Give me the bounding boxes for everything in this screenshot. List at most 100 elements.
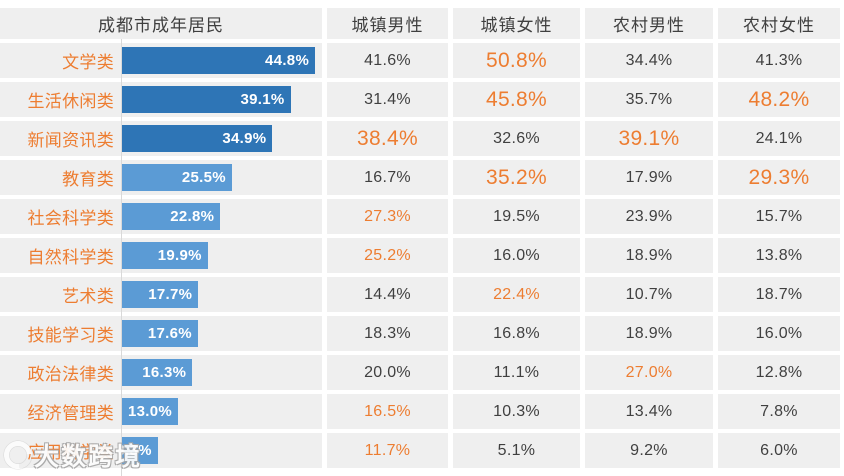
bar: 17.7% <box>122 281 199 308</box>
value-cell: 35.7% <box>585 82 713 117</box>
chart-cell: 政治法律类 16.3% <box>0 355 322 390</box>
chart-cell: 艺术类 17.7% <box>0 277 322 312</box>
category-label: 技能学习类 <box>27 326 114 345</box>
table-row: 文学类 44.8% 41.6% 50.8% 34.4% 41.3% <box>0 43 844 78</box>
table-row: 艺术类 17.7% 14.4% 22.4% 10.7% 18.7% <box>0 277 844 312</box>
value-cell: 48.2% <box>718 82 840 117</box>
value-cell: 7.8% <box>718 394 840 429</box>
value-cell: 27.3% <box>327 199 448 234</box>
value-cell: 23.9% <box>585 199 713 234</box>
value-cell: 11.7% <box>327 433 448 468</box>
table-row: 政治法律类 16.3% 20.0% 11.1% 27.0% 12.8% <box>0 355 844 390</box>
chart-cell: 自然科学类 19.9% <box>0 238 322 273</box>
value-cell: 39.1% <box>585 121 713 156</box>
category-label: 经济管理类 <box>27 404 114 423</box>
value-cell: 25.2% <box>327 238 448 273</box>
bar: 34.9% <box>122 125 273 152</box>
header-urban-male: 城镇男性 <box>327 8 448 39</box>
value-cell: 34.4% <box>585 43 713 78</box>
value-cell: 35.2% <box>453 160 580 195</box>
header-row: 成都市成年居民 城镇男性 城镇女性 农村男性 农村女性 <box>0 8 844 39</box>
category-label: 文学类 <box>62 53 114 72</box>
category-label: 政治法律类 <box>27 365 114 384</box>
table-row: 社会科学类 22.8% 27.3% 19.5% 23.9% 15.7% <box>0 199 844 234</box>
crescent-icon <box>0 435 38 475</box>
chart-cell: 新闻资讯类 34.9% <box>0 121 322 156</box>
value-cell: 18.3% <box>327 316 448 351</box>
value-cell: 41.3% <box>718 43 840 78</box>
value-cell: 13.8% <box>718 238 840 273</box>
bar: 39.1% <box>122 86 291 113</box>
value-cell: 10.3% <box>453 394 580 429</box>
table-row: 新闻资讯类 34.9% 38.4% 32.6% 39.1% 24.1% <box>0 121 844 156</box>
value-cell: 6.0% <box>718 433 840 468</box>
table-body: 文学类 44.8% 41.6% 50.8% 34.4% 41.3% 生活休闲类 39.1% 31… <box>0 43 844 468</box>
value-cell: 11.1% <box>453 355 580 390</box>
value-cell: 31.4% <box>327 82 448 117</box>
value-cell: 24.1% <box>718 121 840 156</box>
bar: 13.0% <box>122 398 178 425</box>
value-cell: 16.0% <box>453 238 580 273</box>
value-cell: 18.9% <box>585 316 713 351</box>
value-cell: 19.5% <box>453 199 580 234</box>
header-rural-male: 农村男性 <box>585 8 713 39</box>
value-cell: 10.7% <box>585 277 713 312</box>
watermark-text: 大数跨境 <box>34 443 143 471</box>
bar: 25.5% <box>122 164 232 191</box>
bar: 19.9% <box>122 242 208 269</box>
chart-cell: 技能学习类 17.6% <box>0 316 322 351</box>
value-cell: 16.7% <box>327 160 448 195</box>
value-cell: 50.8% <box>453 43 580 78</box>
value-cell: 45.8% <box>453 82 580 117</box>
chart-cell: 生活休闲类 39.1% <box>0 82 322 117</box>
value-cell: 16.8% <box>453 316 580 351</box>
chart-cell: 教育类 25.5% <box>0 160 322 195</box>
chart-cell: 文学类 44.8% <box>0 43 322 78</box>
table-row: 经济管理类 13.0% 16.5% 10.3% 13.4% 7.8% <box>0 394 844 429</box>
value-cell: 22.4% <box>453 277 580 312</box>
category-label: 社会科学类 <box>27 209 114 228</box>
bar: 22.8% <box>122 203 221 230</box>
table-row: 应用科学类 8.3% 11.7% 5.1% 9.2% 6.0% <box>0 433 844 468</box>
table-row: 自然科学类 19.9% 25.2% 16.0% 18.9% 13.8% <box>0 238 844 273</box>
chart-cell: 经济管理类 13.0% <box>0 394 322 429</box>
bar: 44.8% <box>122 47 316 74</box>
value-cell: 32.6% <box>453 121 580 156</box>
bar: 8.3% <box>116 437 158 464</box>
value-cell: 18.9% <box>585 238 713 273</box>
bar-axis-line <box>121 39 122 476</box>
value-cell: 17.9% <box>585 160 713 195</box>
category-label: 教育类 <box>62 170 114 189</box>
value-cell: 27.0% <box>585 355 713 390</box>
value-cell: 13.4% <box>585 394 713 429</box>
value-cell: 38.4% <box>327 121 448 156</box>
category-label: 新闻资讯类 <box>27 131 114 150</box>
value-cell: 16.0% <box>718 316 840 351</box>
value-cell: 41.6% <box>327 43 448 78</box>
category-label: 艺术类 <box>62 287 114 306</box>
value-cell: 16.5% <box>327 394 448 429</box>
value-cell: 5.1% <box>453 433 580 468</box>
value-cell: 15.7% <box>718 199 840 234</box>
category-label: 应用科学类 <box>27 443 114 462</box>
watermark: 大数跨境 <box>0 435 143 475</box>
chart-cell: 社会科学类 22.8% <box>0 199 322 234</box>
value-cell: 9.2% <box>585 433 713 468</box>
category-label: 自然科学类 <box>27 248 114 267</box>
bar: 17.6% <box>122 320 198 347</box>
bar: 16.3% <box>122 359 193 386</box>
header-urban-female: 城镇女性 <box>453 8 580 39</box>
table-row: 技能学习类 17.6% 18.3% 16.8% 18.9% 16.0% <box>0 316 844 351</box>
value-cell: 20.0% <box>327 355 448 390</box>
category-label: 生活休闲类 <box>27 92 114 111</box>
value-cell: 18.7% <box>718 277 840 312</box>
value-cell: 14.4% <box>327 277 448 312</box>
header-rural-female: 农村女性 <box>718 8 840 39</box>
chart-cell: 应用科学类 8.3% <box>0 433 322 468</box>
value-cell: 29.3% <box>718 160 840 195</box>
header-chart-column: 成都市成年居民 <box>0 8 322 39</box>
value-cell: 12.8% <box>718 355 840 390</box>
table-row: 生活休闲类 39.1% 31.4% 45.8% 35.7% 48.2% <box>0 82 844 117</box>
table-row: 教育类 25.5% 16.7% 35.2% 17.9% 29.3% <box>0 160 844 195</box>
